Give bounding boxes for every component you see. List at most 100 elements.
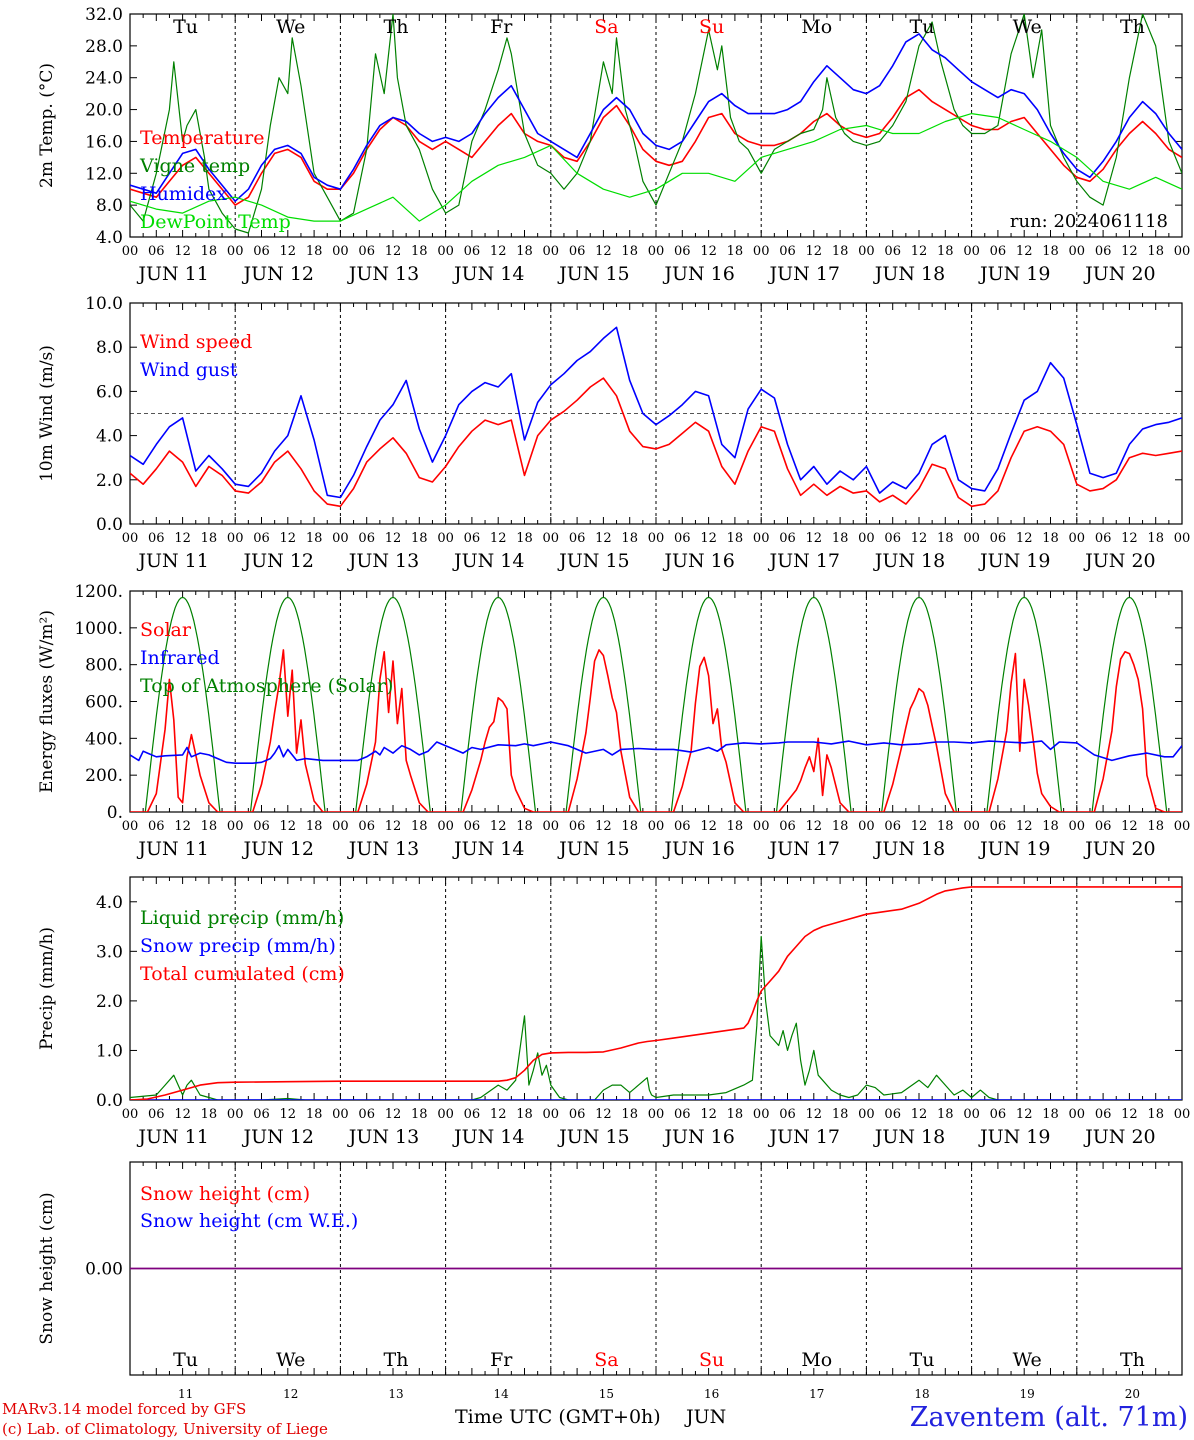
y-axis-label: Snow height (cm): [37, 1192, 57, 1344]
hour-label: 12: [700, 244, 717, 259]
hour-label: 00: [753, 244, 770, 259]
hour-label: 06: [1095, 244, 1112, 259]
hour-label: 12: [700, 1107, 717, 1122]
hour-label: 00: [122, 531, 139, 546]
hour-label: 12: [1016, 244, 1033, 259]
hour-label: 00: [437, 819, 454, 834]
y-tick-label: 0.: [107, 803, 123, 823]
hour-label: 06: [779, 244, 796, 259]
date-label: JUN 14: [452, 838, 524, 860]
day-abbr: We: [1013, 1349, 1042, 1371]
run-label: run: 2024061118: [1010, 211, 1168, 232]
date-label: JUN 19: [978, 838, 1050, 860]
series-line-red: [130, 649, 1182, 812]
legend-entry: Infrared: [140, 647, 220, 669]
hour-label: 18: [516, 819, 533, 834]
toa-solar-curve: [249, 596, 326, 812]
hour-label: 06: [1095, 819, 1112, 834]
hour-label: 00: [122, 819, 139, 834]
hour-label: 18: [1147, 531, 1164, 546]
hour-label: 06: [464, 1107, 481, 1122]
hour-label: 00: [858, 531, 875, 546]
day-abbr: Tu: [910, 1349, 935, 1371]
y-tick-label: 3.0: [96, 942, 123, 962]
hour-label: 18: [727, 819, 744, 834]
hour-label: 06: [779, 819, 796, 834]
legend-entry: Snow height (cm W.E.): [140, 1210, 358, 1232]
hour-label: 00: [1069, 531, 1086, 546]
day-number: 18: [914, 1387, 929, 1401]
toa-solar-curve: [986, 596, 1063, 812]
hour-label: 18: [201, 244, 218, 259]
y-tick-label: 12.0: [85, 164, 123, 184]
hour-label: 00: [858, 819, 875, 834]
y-tick-label: 24.0: [85, 69, 123, 89]
hour-label: 12: [490, 244, 507, 259]
toa-solar-curve: [565, 596, 642, 812]
hour-label: 06: [779, 531, 796, 546]
hour-label: 12: [595, 531, 612, 546]
series-line-blue: [130, 740, 1182, 765]
hour-label: 00: [122, 1107, 139, 1122]
hour-label: 12: [1121, 244, 1138, 259]
day-number: 13: [388, 1387, 403, 1401]
date-label: JUN 16: [662, 838, 734, 860]
hour-label: 06: [464, 819, 481, 834]
hour-label: 18: [1147, 819, 1164, 834]
date-label: JUN 18: [873, 838, 945, 860]
date-label: JUN 18: [873, 550, 945, 572]
hour-label: 00: [543, 819, 560, 834]
date-label: JUN 15: [557, 263, 629, 285]
hour-label: 12: [1016, 531, 1033, 546]
day-number: 15: [599, 1387, 614, 1401]
date-label: JUN 13: [347, 838, 419, 860]
series-line-green: [130, 14, 1182, 234]
hour-label: 18: [832, 819, 849, 834]
hour-label: 12: [595, 1107, 612, 1122]
legend-entry: Liquid precip (mm/h): [140, 907, 344, 929]
date-label: JUN 16: [662, 1126, 734, 1148]
hour-label: 12: [911, 819, 928, 834]
hour-label: 06: [674, 244, 691, 259]
series-line-blue: [130, 33, 1182, 202]
y-tick-label: 4.0: [96, 427, 123, 447]
hour-label: 00: [753, 531, 770, 546]
day-abbr: We: [1013, 16, 1042, 38]
date-label: JUN 17: [768, 838, 840, 860]
hour-label: 06: [253, 1107, 270, 1122]
hour-label: 00: [1069, 244, 1086, 259]
hour-label: 12: [700, 819, 717, 834]
hour-label: 00: [437, 244, 454, 259]
hour-label: 00: [963, 819, 980, 834]
model-credit: MARv3.14 model forced by GFS: [2, 1400, 247, 1418]
day-abbr: Th: [1120, 16, 1145, 38]
hour-label: 06: [990, 819, 1007, 834]
hour-label: 00: [648, 244, 665, 259]
day-abbr: Sa: [594, 1349, 618, 1371]
hour-label: 00: [1174, 531, 1191, 546]
hour-label: 00: [1174, 1107, 1191, 1122]
hour-label: 06: [148, 244, 165, 259]
hour-label: 12: [1121, 531, 1138, 546]
date-label: JUN 12: [242, 838, 314, 860]
hour-label: 18: [306, 1107, 323, 1122]
hour-label: 06: [464, 244, 481, 259]
y-tick-label: 20.0: [85, 101, 123, 121]
hour-label: 06: [990, 531, 1007, 546]
hour-label: 00: [332, 819, 349, 834]
hour-label: 18: [201, 819, 218, 834]
hour-label: 18: [1042, 531, 1059, 546]
hour-label: 06: [990, 244, 1007, 259]
hour-label: 18: [1147, 244, 1164, 259]
hour-label: 00: [648, 531, 665, 546]
hour-label: 18: [411, 531, 428, 546]
series-line-red: [130, 886, 1182, 1100]
hour-label: 18: [937, 244, 954, 259]
series-line-blue: [130, 326, 1182, 499]
hour-label: 12: [280, 1107, 297, 1122]
hour-label: 06: [779, 1107, 796, 1122]
date-label: JUN 20: [1083, 263, 1155, 285]
y-tick-label: 0.0: [96, 515, 123, 535]
hour-label: 18: [306, 531, 323, 546]
day-abbr: Su: [699, 16, 724, 38]
